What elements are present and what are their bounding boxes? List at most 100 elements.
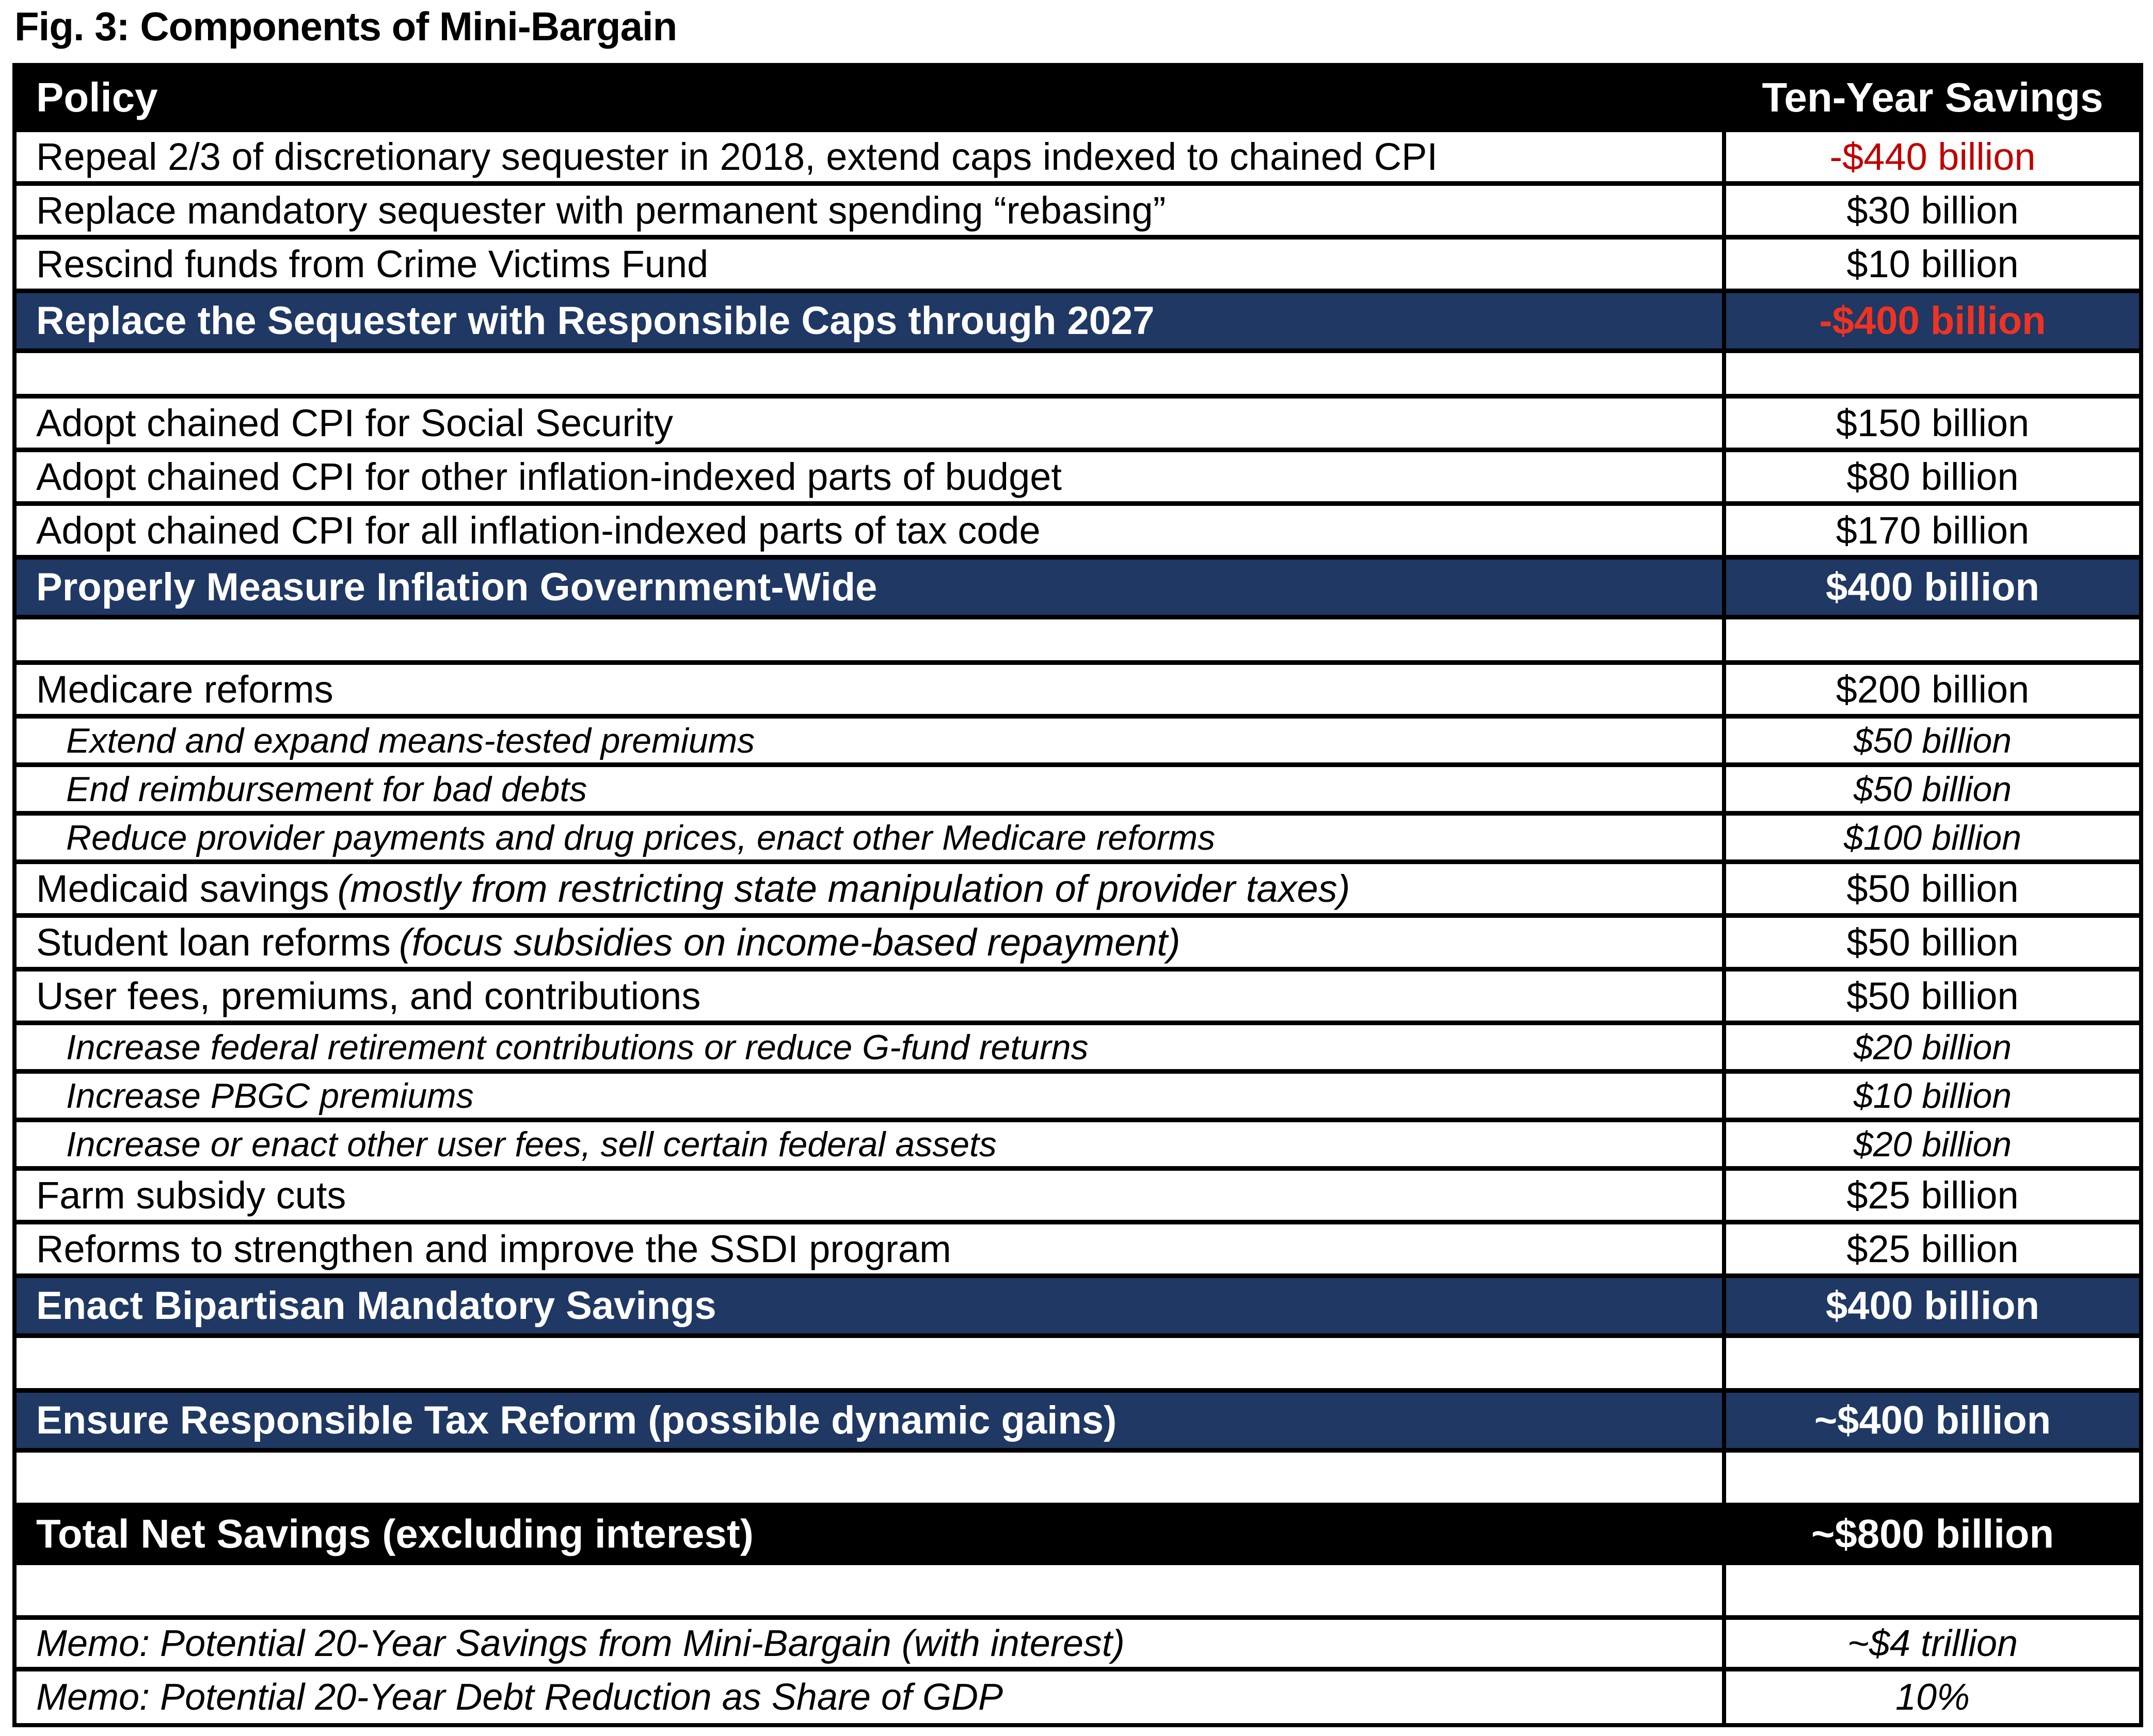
savings-value: $20 billion [1853,1124,2012,1164]
savings-value: ~$800 billion [1811,1511,2054,1556]
policy-text: Repeal 2/3 of discretionary sequester in… [36,135,1438,178]
header-policy-cell: Policy [36,74,158,120]
savings-value-cell: $30 billion [1722,186,2139,235]
savings-value: $170 billion [1836,509,2030,552]
savings-value-cell: $20 billion [1722,1122,2139,1166]
policy-text: Increase PBGC premiums [66,1076,474,1116]
savings-value: ~$400 billion [1814,1398,2051,1442]
policy-row: User fees, premiums, and contributions $5… [17,971,2139,1025]
savings-value-cell: $10 billion [1722,1074,2139,1118]
figure-title: Fig. 3: Components of Mini-Bargain [14,4,677,49]
policy-cell: Reduce provider payments and drug prices… [17,816,1722,859]
policy-text: Replace mandatory sequester with permane… [36,189,1166,232]
policy-text: Medicaid savings [36,867,329,910]
policy-cell: Adopt chained CPI for other inflation-in… [17,452,1722,501]
savings-value-cell [1722,353,2139,394]
savings-value-cell: $25 billion [1722,1224,2139,1273]
policy-cell [17,1565,1722,1615]
policy-cell: Memo: Potential 20-Year Savings from Min… [17,1620,1722,1667]
header-savings-cell: Ten-Year Savings [1722,67,2139,128]
savings-value-cell: $25 billion [1722,1171,2139,1220]
savings-value-cell: ~$4 trillion [1722,1620,2139,1667]
section-header-row: Enact Bipartisan Mandatory Savings $400 b… [17,1278,2139,1338]
savings-value-cell: $50 billion [1722,719,2139,762]
savings-value-cell [1722,619,2139,660]
section-header-row: Ensure Responsible Tax Reform (possible … [17,1393,2139,1453]
savings-value-cell: $150 billion [1722,399,2139,448]
policy-cell: Medicaid savings (mostly from restricting… [17,864,1722,913]
policy-row: Medicare reforms $200 billion [17,665,2139,719]
total-row: Total Net Savings (excluding interest) ~$… [17,1507,2139,1565]
policy-text: Ensure Responsible Tax Reform (possible … [36,1398,1117,1442]
savings-value-cell: $400 billion [1722,560,2139,615]
policy-cell: Increase or enact other user fees, sell … [17,1122,1722,1166]
policy-text: Increase or enact other user fees, sell … [66,1124,997,1164]
spacer-row [17,1453,2139,1507]
policy-text: Memo: Potential 20-Year Savings from Min… [36,1622,1125,1664]
policy-cell: Replace the Sequester with Responsible C… [17,293,1722,348]
policy-text: Enact Bipartisan Mandatory Savings [36,1284,716,1328]
policy-subrow: End reimbursement for bad debts $50 billi… [17,767,2139,816]
policy-cell: Memo: Potential 20-Year Debt Reduction a… [17,1671,1722,1723]
savings-value-cell: -$400 billion [1722,293,2139,348]
policy-text: Replace the Sequester with Responsible C… [36,299,1155,343]
savings-value: $20 billion [1853,1027,2012,1067]
savings-value-cell: $50 billion [1722,918,2139,967]
savings-value: $400 billion [1826,1284,2039,1328]
savings-value: $50 billion [1853,769,2012,809]
policy-cell [17,1453,1722,1503]
spacer-row [17,353,2139,399]
policy-subrow: Extend and expand means-tested premiums $… [17,719,2139,767]
policy-text-italic: (mostly from restricting state manipulat… [337,867,1350,910]
savings-value-cell: $400 billion [1722,1278,2139,1333]
policy-cell: Properly Measure Inflation Government-Wi… [17,560,1722,615]
savings-value-cell: 10% [1722,1671,2139,1723]
policy-cell [17,353,1722,394]
policy-cell: Adopt chained CPI for Social Security [17,399,1722,448]
policy-subrow: Increase federal retirement contribution… [17,1025,2139,1074]
savings-value-cell: $170 billion [1722,506,2139,555]
policy-cell [17,619,1722,660]
spacer-row [17,1565,2139,1620]
policy-cell: End reimbursement for bad debts [17,767,1722,811]
policy-row: Adopt chained CPI for other inflation-in… [17,452,2139,506]
savings-value: 10% [1895,1677,1970,1718]
savings-value: $25 billion [1846,1228,2019,1270]
savings-value: $80 billion [1846,455,2019,498]
policy-cell: Ensure Responsible Tax Reform (possible … [17,1393,1722,1448]
savings-value-cell: $50 billion [1722,767,2139,811]
policy-text: Farm subsidy cuts [36,1174,346,1217]
policy-cell: Rescind funds from Crime Victims Fund [17,240,1722,289]
policy-cell: Medicare reforms [17,665,1722,714]
policy-row: Replace mandatory sequester with permane… [17,186,2139,240]
savings-value-cell: $50 billion [1722,864,2139,913]
policy-row: Farm subsidy cuts $25 billion [17,1171,2139,1224]
savings-value-cell: ~$800 billion [1722,1507,2139,1560]
savings-value: $50 billion [1846,975,2019,1017]
savings-value: $10 billion [1846,243,2019,285]
savings-value-cell [1722,1565,2139,1615]
policy-text: Adopt chained CPI for other inflation-in… [36,455,1062,498]
policy-row: Student loan reforms (focus subsidies on … [17,918,2139,971]
policy-cell: Replace mandatory sequester with permane… [17,186,1722,235]
savings-value: $200 billion [1836,668,2030,711]
policy-text: Adopt chained CPI for all inflation-inde… [36,509,1041,552]
table-header-row: Policy Ten-Year Savings [17,67,2139,132]
savings-value-cell [1722,1338,2139,1388]
savings-value: $30 billion [1846,189,2019,232]
savings-value-cell: $80 billion [1722,452,2139,501]
policy-text: Adopt chained CPI for Social Security [36,402,673,444]
policy-text: Increase federal retirement contribution… [66,1027,1089,1067]
policy-row: Repeal 2/3 of discretionary sequester in… [17,132,2139,186]
savings-value: $50 billion [1846,867,2019,910]
savings-value-cell: $200 billion [1722,665,2139,714]
savings-value: $150 billion [1836,402,2030,444]
policy-cell: Student loan reforms (focus subsidies on … [17,918,1722,967]
policy-text: Reduce provider payments and drug prices… [66,818,1216,857]
policy-cell: Extend and expand means-tested premiums [17,719,1722,762]
policy-cell: Total Net Savings (excluding interest) [17,1507,1722,1560]
policy-cell: User fees, premiums, and contributions [17,971,1722,1021]
savings-value-cell [1722,1453,2139,1503]
savings-value-cell: $100 billion [1722,816,2139,859]
